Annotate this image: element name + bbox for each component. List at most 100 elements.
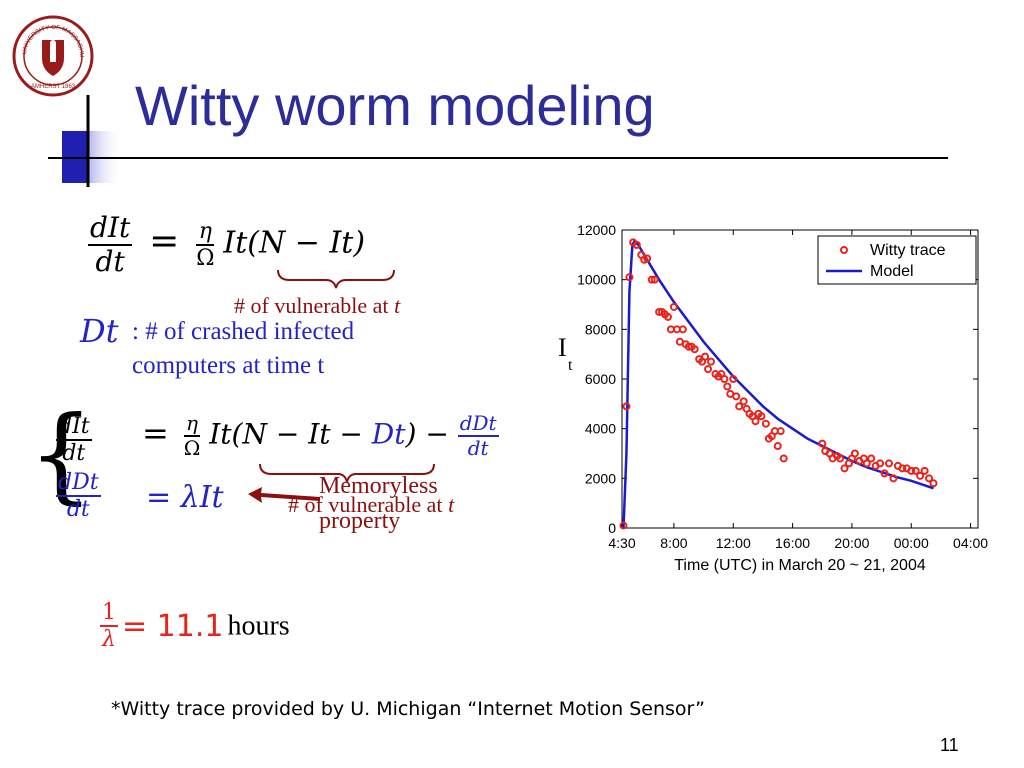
system-equation-2: dDt dt bbox=[56, 470, 101, 523]
page-number: 11 bbox=[940, 735, 959, 755]
y-tick-label: 10000 bbox=[577, 272, 616, 288]
witty-trace-point bbox=[723, 382, 732, 391]
brace-2-label-var: t bbox=[448, 492, 455, 517]
witty-trace-point bbox=[632, 240, 641, 249]
x-tick-label: 00:00 bbox=[894, 535, 929, 551]
sys-eq1-lhs-fraction: dIt dt bbox=[56, 414, 92, 467]
eq1-lhs-den: dt bbox=[95, 245, 125, 279]
witty-trace-point bbox=[732, 392, 741, 401]
y-tick-label: 4000 bbox=[585, 421, 616, 437]
brace-1-label: # of vulnerable at t bbox=[234, 293, 400, 319]
x-tick-label: 12:00 bbox=[716, 535, 751, 551]
witty-trace-point bbox=[880, 469, 889, 478]
witty-trace-point bbox=[911, 466, 920, 475]
witty-trace-point bbox=[757, 412, 766, 421]
witty-trace-point bbox=[707, 357, 715, 366]
witty-trace-point bbox=[929, 479, 938, 488]
footnote: *Witty trace provided by U. Michigan “In… bbox=[111, 698, 705, 720]
brace-2 bbox=[259, 463, 435, 483]
lambda-unit: hours bbox=[227, 610, 290, 642]
slide-title: Witty worm modeling bbox=[135, 74, 655, 137]
equation-1: dIt dt = η Ω It(N − It) bbox=[88, 211, 366, 279]
witty-trace-point bbox=[729, 375, 738, 383]
sys-eq1-coef-fraction: η Ω bbox=[183, 412, 201, 460]
witty-trace-chart: I t 0 2000 4000 6000 8000 10000 12000 4:30 8:00 1… bbox=[558, 222, 988, 574]
witty-trace-point bbox=[898, 464, 907, 473]
witty-trace-point bbox=[862, 459, 871, 468]
brace-2-label: # of vulnerable at t bbox=[288, 492, 454, 518]
sys-eq1-lhs-den: dt bbox=[62, 441, 86, 467]
eq1-rhs: It(N − It) bbox=[223, 225, 366, 261]
x-tick-label: 8:00 bbox=[660, 535, 687, 551]
y-tick-label: 6000 bbox=[585, 371, 616, 387]
witty-trace-point bbox=[704, 365, 713, 374]
sys-eq1-rhs-c: ) − bbox=[405, 417, 449, 451]
witty-trace-point bbox=[739, 397, 748, 406]
dt-symbol: Dt bbox=[80, 312, 119, 350]
witty-trace-point bbox=[669, 302, 678, 311]
brace-1 bbox=[277, 269, 395, 289]
witty-trace-point bbox=[916, 471, 925, 480]
dt-description-line-2: computers at time t bbox=[132, 352, 325, 379]
witty-trace-point bbox=[650, 275, 659, 284]
sys-eq2-rhs: = λIt bbox=[146, 480, 224, 515]
witty-trace-point bbox=[720, 375, 729, 383]
x-axis-label: Time (UTC) in March 20 ~ 21, 2004 bbox=[674, 557, 926, 574]
witty-trace-point bbox=[776, 427, 785, 436]
y-tick-label: 2000 bbox=[585, 470, 616, 486]
university-seal-logo: UNIVERSITY OF MASSACHUSETTS AMHERST 1863 bbox=[12, 14, 94, 97]
witty-trace-point bbox=[885, 459, 893, 468]
sys-eq1-lhs-num: dIt bbox=[56, 414, 92, 442]
sys-eq1-rhs-a: It(N − It − bbox=[209, 417, 372, 451]
sys-eq2-lhs-fraction: dDt dt bbox=[56, 470, 101, 523]
brace-1-label-text: # of vulnerable at bbox=[234, 293, 395, 318]
sys-eq2-lhs-den: dt bbox=[66, 497, 90, 523]
witty-trace-point bbox=[622, 402, 631, 411]
witty-trace-point bbox=[779, 454, 788, 463]
legend-label-model: Model bbox=[870, 263, 914, 280]
sys-eq1-equals: = bbox=[142, 413, 169, 452]
y-axis-label-sub: t bbox=[568, 357, 573, 374]
witty-trace-point bbox=[751, 417, 760, 426]
eq1-lhs-num: dIt bbox=[88, 211, 133, 247]
witty-trace-point bbox=[701, 352, 710, 361]
sys-eq2-lhs-num: dDt bbox=[56, 470, 101, 498]
witty-trace-point bbox=[920, 466, 929, 475]
svg-text:AMHERST 1863: AMHERST 1863 bbox=[31, 84, 76, 90]
memoryless-label-line-1: Memoryless bbox=[319, 473, 438, 499]
x-tick-label: 20:00 bbox=[834, 535, 869, 551]
witty-trace-point bbox=[840, 464, 849, 473]
witty-trace-point bbox=[818, 439, 827, 448]
legend-box bbox=[817, 235, 977, 285]
memoryless-arrow bbox=[248, 487, 320, 503]
y-tick-label: 0 bbox=[608, 520, 616, 536]
y-axis-label-main: I bbox=[558, 333, 567, 362]
y-tick-label: 8000 bbox=[585, 321, 616, 337]
eq1-equals: = bbox=[149, 220, 180, 262]
x-tick-label: 4:30 bbox=[608, 535, 635, 551]
x-tick-label: 16:00 bbox=[775, 535, 810, 551]
witty-trace-point bbox=[850, 449, 859, 458]
legend-label-witty-trace: Witty trace bbox=[870, 242, 946, 259]
lambda-fraction: 1 λ bbox=[100, 600, 118, 653]
witty-trace-point bbox=[647, 275, 656, 284]
witty-trace-point bbox=[735, 402, 744, 411]
y-axis-label: I t bbox=[558, 333, 573, 374]
witty-trace-point bbox=[619, 521, 628, 530]
lambda-num: 1 bbox=[100, 600, 118, 628]
witty-trace-point bbox=[690, 345, 699, 354]
eq1-coef-fraction: η Ω bbox=[196, 219, 215, 272]
witty-trace-point bbox=[876, 459, 885, 468]
sys-eq1-last-num: dDt bbox=[457, 411, 499, 437]
system-left-brace: { bbox=[28, 393, 95, 515]
sys-eq1-last-den: dt bbox=[467, 436, 489, 460]
witty-trace-point bbox=[761, 419, 770, 428]
witty-trace-point bbox=[678, 325, 687, 334]
brace-2-label-text: # of vulnerable at bbox=[288, 492, 449, 517]
witty-trace-point bbox=[867, 454, 876, 463]
witty-trace-point bbox=[925, 474, 934, 483]
dt-description-line-1: : # of crashed infected bbox=[132, 318, 355, 345]
sys-eq1-coef-den: Ω bbox=[183, 436, 201, 460]
memoryless-label-line-2: property bbox=[319, 508, 401, 534]
eq1-coef-num: η bbox=[196, 219, 215, 247]
